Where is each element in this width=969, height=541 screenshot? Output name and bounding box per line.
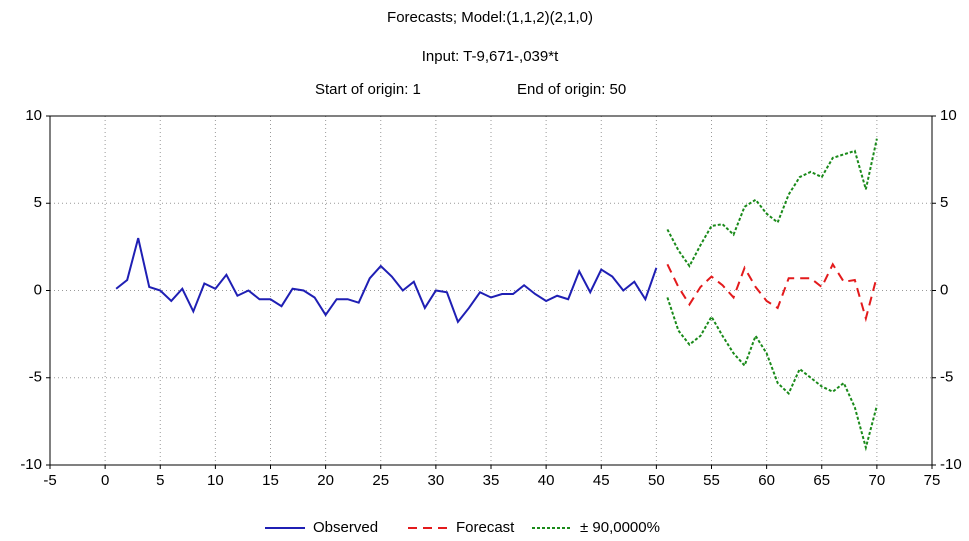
x-tick-label: 5 bbox=[156, 472, 164, 489]
legend-label: Forecast bbox=[456, 519, 515, 536]
x-tick-label: 0 bbox=[101, 472, 109, 489]
y2-tick-label: 5 bbox=[940, 194, 948, 211]
x-tick-label: 50 bbox=[648, 472, 665, 489]
x-tick-label: 60 bbox=[758, 472, 775, 489]
series-line bbox=[666, 262, 878, 323]
legend-label: Observed bbox=[313, 519, 378, 536]
x-tick-label: 30 bbox=[428, 472, 445, 489]
x-tick-label: 70 bbox=[869, 472, 886, 489]
x-tick-label: 15 bbox=[262, 472, 279, 489]
annotation: End of origin: 50 bbox=[517, 81, 626, 98]
legend-label: ± 90,0000% bbox=[580, 519, 660, 536]
x-tick-label: 40 bbox=[538, 472, 555, 489]
x-tick-label: 35 bbox=[483, 472, 500, 489]
y2-tick-label: 10 bbox=[940, 107, 957, 124]
x-tick-label: 10 bbox=[207, 472, 224, 489]
y2-tick-label: -10 bbox=[940, 456, 962, 473]
series-line bbox=[666, 297, 878, 452]
x-tick-label: -5 bbox=[43, 472, 56, 489]
series-line bbox=[666, 138, 878, 268]
annotation: Start of origin: 1 bbox=[315, 81, 421, 98]
y-tick-label: 10 bbox=[25, 107, 42, 124]
plot-frame bbox=[49, 115, 933, 466]
x-tick-label: 45 bbox=[593, 472, 610, 489]
y-tick-label: -5 bbox=[29, 369, 42, 386]
y2-tick-label: 0 bbox=[940, 281, 948, 298]
x-tick-label: 25 bbox=[372, 472, 389, 489]
chart-subtitle: Input: T-9,671-,039*t bbox=[422, 48, 559, 65]
chart-title: Forecasts; Model:(1,1,2)(2,1,0) bbox=[387, 9, 593, 26]
x-tick-label: 65 bbox=[813, 472, 830, 489]
y-tick-label: -10 bbox=[20, 456, 42, 473]
x-tick-label: 75 bbox=[924, 472, 941, 489]
x-tick-label: 20 bbox=[317, 472, 334, 489]
y2-tick-label: -5 bbox=[940, 369, 953, 386]
x-tick-label: 55 bbox=[703, 472, 720, 489]
series-line bbox=[115, 237, 658, 324]
y-tick-label: 0 bbox=[34, 281, 42, 298]
y-tick-label: 5 bbox=[34, 194, 42, 211]
